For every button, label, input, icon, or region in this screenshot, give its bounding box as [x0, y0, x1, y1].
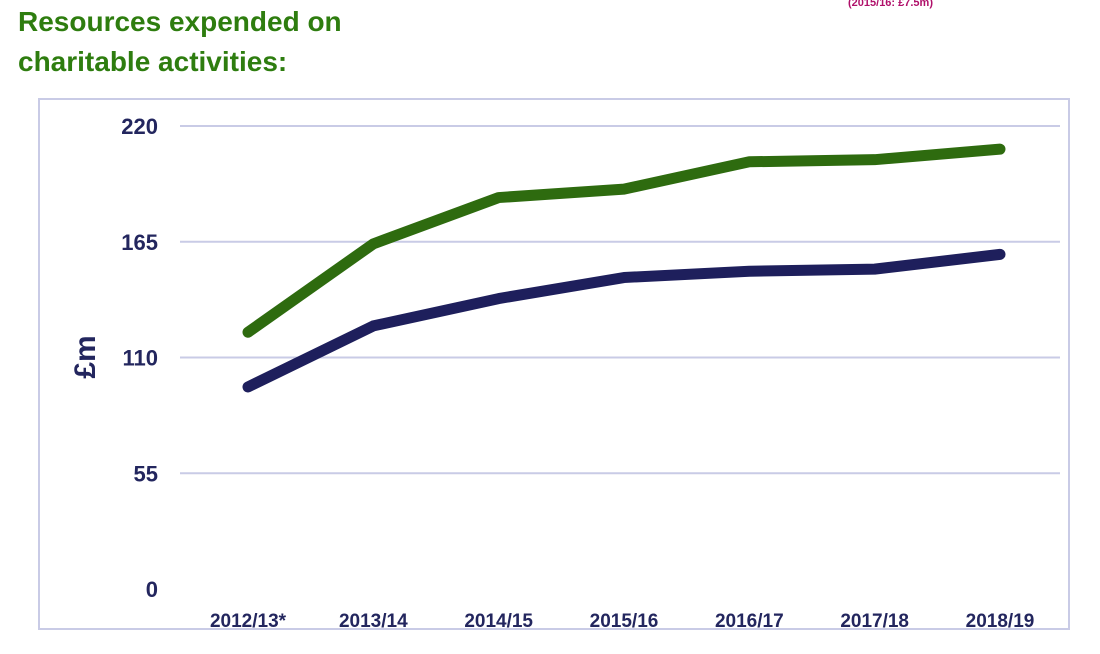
series-lines — [242, 143, 1006, 393]
y-axis-label: £m — [69, 335, 102, 378]
series-line-1 — [242, 143, 1006, 338]
x-tick-label: 2012/13* — [210, 611, 287, 632]
series-line-2 — [242, 248, 1006, 393]
top-note: (2015/16: £7.5m) — [848, 0, 933, 9]
chart-title-line-1: Resources expended on — [18, 6, 342, 37]
x-tick-label: 2014/15 — [464, 611, 533, 632]
x-tick-label: 2017/18 — [840, 611, 909, 632]
chart-title-line-2: charitable activities: — [18, 46, 288, 77]
x-tick-label: 2013/14 — [339, 611, 408, 632]
x-tick-labels: 2012/13* 2013/14 2014/15 2015/16 2016/17 2017… — [210, 611, 1034, 632]
y-tick-label: 55 — [134, 461, 158, 486]
x-tick-label: 2015/16 — [590, 611, 659, 632]
y-tick-labels: 0 55 110 165 220 — [121, 114, 158, 602]
x-tick-label: 2018/19 — [966, 611, 1035, 632]
y-tick-label: 110 — [123, 346, 159, 371]
y-tick-label: 165 — [121, 230, 158, 255]
chart-frame — [38, 98, 1070, 630]
y-tick-label: 0 — [146, 577, 158, 602]
chart-title: Resources expended on charitable activit… — [18, 2, 342, 82]
y-tick-label: 220 — [121, 114, 158, 139]
x-tick-label: 2016/17 — [715, 611, 784, 632]
gridlines — [180, 125, 1060, 475]
